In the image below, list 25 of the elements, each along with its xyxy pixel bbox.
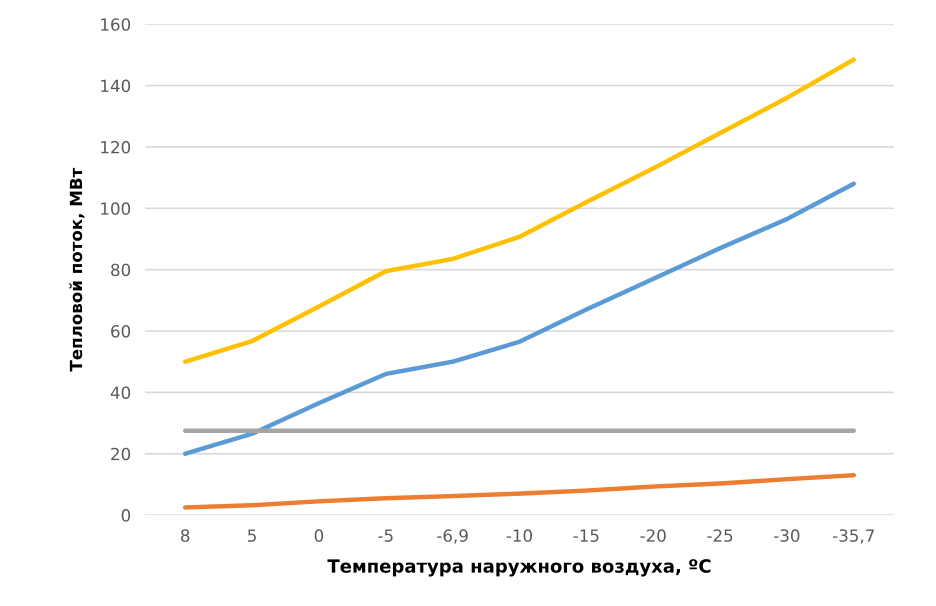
y-axis-title: Тепловой поток, МВт	[69, 168, 84, 372]
x-tick-label: 0	[314, 529, 324, 542]
line-series	[182, 182, 856, 456]
x-tick-label: 5	[248, 530, 256, 542]
x-tick-label: -20	[640, 529, 666, 542]
y-tick-label: 120	[101, 140, 130, 154]
x-tick-label: -30	[774, 529, 800, 542]
x-tick-label: -10	[506, 529, 532, 542]
x-tick-label: -15	[574, 530, 598, 542]
y-tick-label: 160	[101, 18, 130, 31]
line-series	[182, 57, 856, 364]
x-tick-label: 8	[181, 529, 190, 542]
x-tick-label: -25	[707, 529, 732, 542]
y-tick-label: 80	[111, 264, 130, 276]
y-tick-label: 140	[101, 80, 130, 92]
y-tick-label: 40	[110, 386, 130, 399]
y-tick-label: 60	[111, 324, 130, 338]
x-tick-label: -35,7	[833, 529, 874, 544]
x-tick-label: -6,9	[437, 529, 468, 544]
y-tick-label: 20	[111, 448, 130, 460]
x-axis-title: Температура наружного воздуха, ºС	[327, 559, 710, 576]
y-tick-label: 0	[122, 509, 130, 522]
y-tick-label: 100	[101, 202, 130, 215]
line-series	[182, 472, 856, 510]
x-tick-label: -5	[378, 530, 393, 542]
